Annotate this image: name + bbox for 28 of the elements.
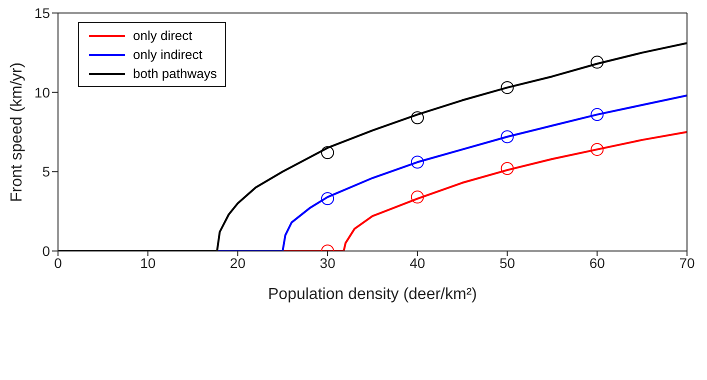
y-axis-title: Front speed (km/yr) <box>8 62 26 202</box>
point <box>321 192 334 206</box>
point <box>410 190 424 204</box>
point <box>500 162 514 175</box>
x-tick-label: 60 <box>589 254 606 271</box>
x-tick-label: 70 <box>679 254 695 271</box>
y-tick-label: 0 <box>42 242 50 259</box>
point <box>410 111 424 124</box>
point <box>590 108 604 122</box>
legend-label: both pathways <box>133 66 217 81</box>
x-tick-label: 40 <box>410 254 426 271</box>
x-tick-label: 10 <box>140 254 156 271</box>
x-tick-label: 30 <box>320 254 336 271</box>
x-tick-label: 20 <box>230 254 246 271</box>
point <box>590 56 604 69</box>
point <box>321 146 334 160</box>
x-axis-title: Population density (deer/km²) <box>268 286 477 303</box>
point <box>500 81 514 94</box>
legend-label: only indirect <box>133 47 202 62</box>
point <box>590 142 604 156</box>
point <box>500 130 514 144</box>
y-tick-label: 10 <box>34 84 50 100</box>
point <box>410 156 424 169</box>
x-tick-label: 0 <box>54 254 62 271</box>
y-tick-label: 5 <box>42 164 50 180</box>
legend-label: only direct <box>133 28 192 43</box>
x-tick-label: 50 <box>499 254 516 271</box>
y-tick-label: 15 <box>34 4 50 21</box>
